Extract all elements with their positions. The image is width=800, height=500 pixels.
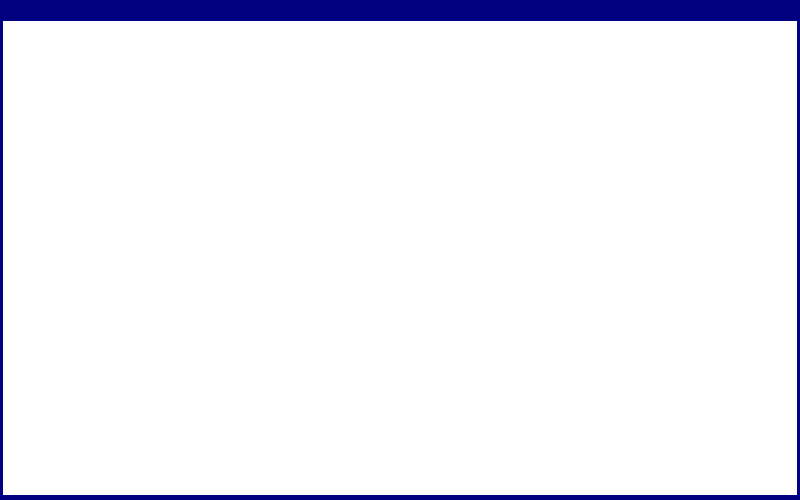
chart-background bbox=[3, 21, 797, 495]
title-bar bbox=[0, 0, 800, 21]
